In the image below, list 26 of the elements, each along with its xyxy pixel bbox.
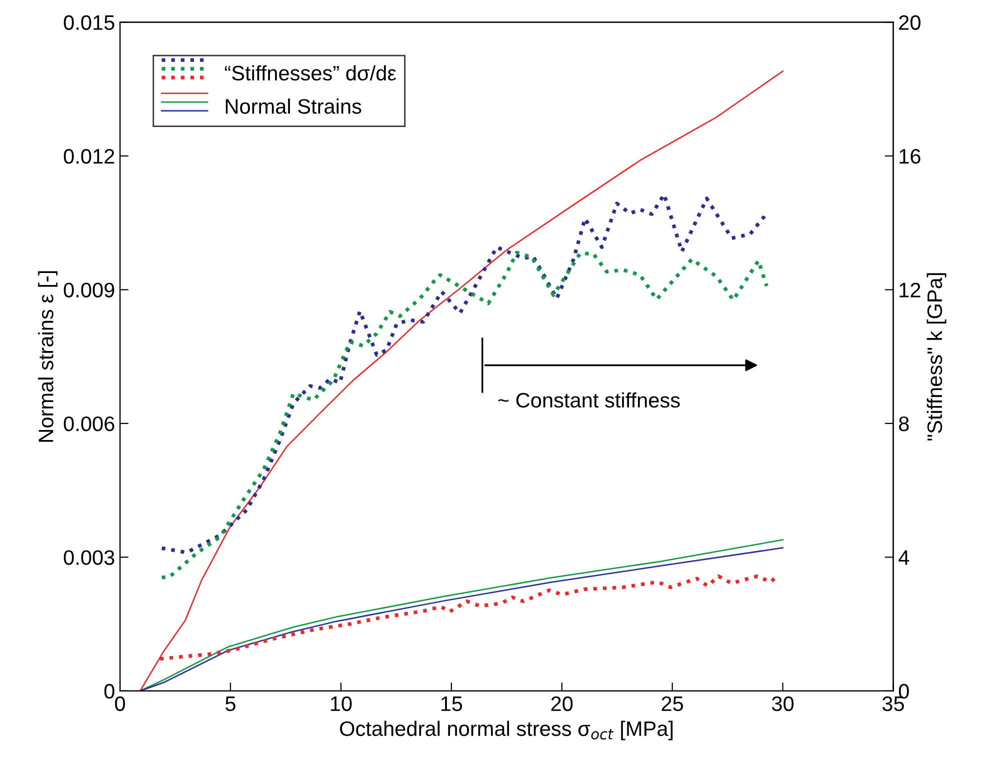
x-tick-label: 5: [226, 696, 236, 712]
y-tick-label: 0.003: [64, 550, 114, 565]
line-series: [160, 250, 768, 580]
x-axis-title: Octahedral normal stress σ$_{oct}$ [MPa]: [340, 720, 673, 740]
x-tick-label: 25: [662, 696, 684, 712]
x-tick-label: 0: [115, 696, 125, 712]
legend-label: Normal Strains: [226, 98, 362, 114]
y2-tick-label: 8: [899, 416, 909, 432]
y-tick-label: 0: [104, 684, 114, 699]
x-tick-label: 20: [551, 696, 573, 712]
legend-label: “Stiffnesses” dσ/dε: [224, 65, 396, 81]
y-axis-title: Normal strains ε [-]: [38, 271, 58, 442]
x-tick-label: 10: [330, 696, 352, 712]
y2-tick-label: 4: [898, 550, 910, 565]
y-tick-label: 0.015: [64, 15, 114, 30]
x-tick-label: 30: [772, 696, 794, 712]
x-tick-label: 15: [441, 696, 462, 712]
y-tick-label: 0.006: [64, 416, 114, 432]
y2-axis-title: "Stiffness" k [GPa]: [926, 273, 946, 440]
line-series: [158, 574, 778, 661]
y2-tick-label: 20: [899, 15, 920, 30]
y-tick-label: 0.012: [64, 148, 114, 164]
y-tick-label: 0.009: [64, 282, 114, 298]
y2-tick-label: 16: [900, 148, 920, 164]
y2-tick-label: 12: [900, 282, 920, 298]
annotation: ~ Constant stiffness: [498, 392, 680, 408]
